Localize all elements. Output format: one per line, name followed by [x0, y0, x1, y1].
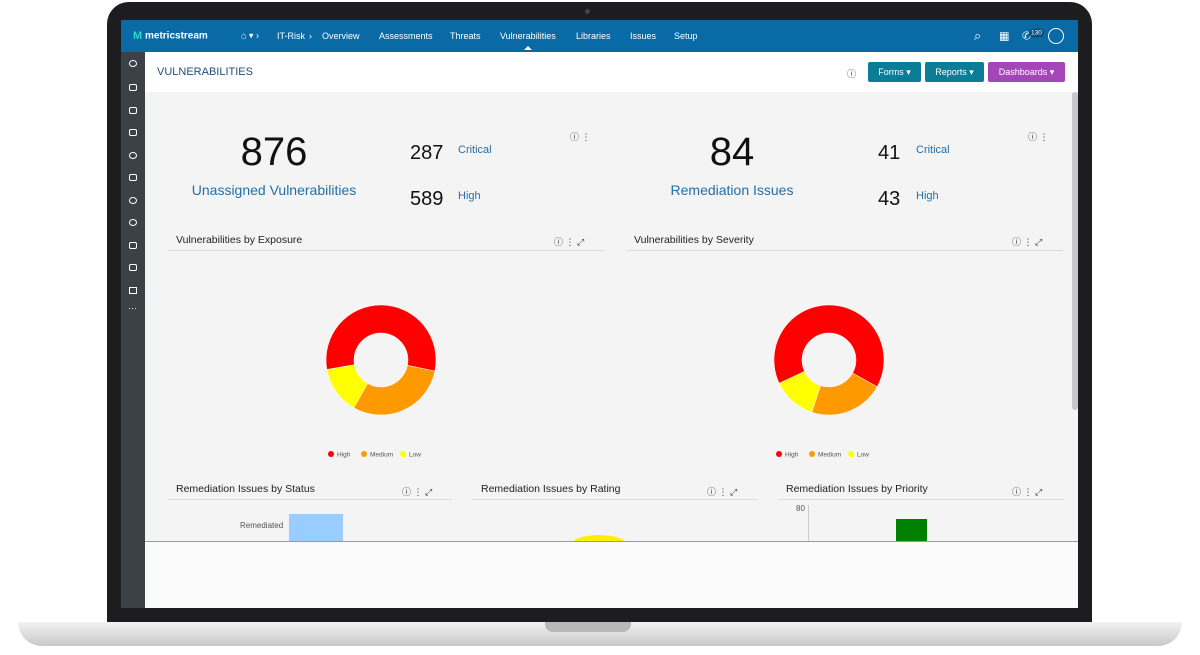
notification-badge: 130 [1029, 28, 1044, 38]
reports-button[interactable]: Reports ▾ [925, 62, 984, 82]
kpi-value: 876 [240, 130, 308, 174]
y-tick-label: 80 [796, 504, 805, 513]
nav-item[interactable]: Vulnerabilities [500, 31, 556, 50]
legend-label: Medium [818, 452, 841, 459]
panel-title: Vulnerabilities by Severity [634, 234, 754, 246]
panel-title: Vulnerabilities by Exposure [176, 234, 303, 246]
kpi-label[interactable]: Remediation Issues [670, 182, 794, 198]
search-icon[interactable]: ⌕ [974, 28, 982, 43]
side-icon[interactable] [129, 84, 137, 91]
breadcrumb[interactable]: IT-Risk [277, 31, 305, 41]
side-icon[interactable] [129, 197, 137, 204]
scrollbar[interactable] [1072, 92, 1078, 410]
side-icon[interactable] [129, 60, 137, 67]
page-header: VULNERABILITIES ⓘ [145, 52, 1078, 92]
panel-tools[interactable]: ⓘ ⋮ ⤢ [707, 487, 738, 497]
camera [585, 9, 590, 14]
legend-label: High [337, 452, 351, 459]
sidebar: ··· [121, 52, 145, 608]
kpi-breakdown-value: 287 [410, 142, 444, 164]
nav-item[interactable]: Setup [674, 31, 698, 41]
kpi-breakdown-value: 589 [410, 188, 444, 210]
side-icon[interactable] [129, 219, 137, 226]
panel-rule [626, 250, 1063, 251]
dashboards-button[interactable]: Dashboards ▾ [988, 62, 1065, 82]
panel-title: Remediation Issues by Priority [786, 483, 928, 495]
kpi-breakdown-value: 41 [878, 142, 901, 164]
legend-swatch [848, 451, 854, 457]
kpi-breakdown-label[interactable]: Critical [458, 144, 492, 156]
bar [289, 514, 343, 541]
panel-tools[interactable]: ⓘ ⋮ ⤢ [1012, 237, 1043, 247]
legend-label: Medium [370, 452, 393, 459]
help-icon[interactable]: ⓘ ⋮ [570, 132, 591, 142]
button-label: Forms [878, 67, 904, 77]
page-title: VULNERABILITIES [157, 66, 253, 78]
button-label: Dashboards [998, 67, 1048, 77]
side-icon[interactable] [129, 287, 137, 294]
legend-swatch [361, 451, 367, 457]
panel-title: Remediation Issues by Rating [481, 483, 621, 495]
bar [896, 519, 927, 541]
separator: › [309, 31, 312, 41]
panel-title: Remediation Issues by Status [176, 483, 315, 495]
side-more[interactable]: ··· [128, 303, 137, 313]
nav-item[interactable]: Threats [450, 31, 481, 41]
side-icon[interactable] [129, 242, 137, 249]
kpi-breakdown-label[interactable]: Critical [916, 144, 950, 156]
kpi-breakdown-label[interactable]: High [916, 190, 939, 202]
kpi-breakdown-value: 43 [878, 188, 901, 210]
axis-line [808, 505, 809, 541]
help-icon[interactable]: ⓘ [847, 69, 857, 79]
kpi-label[interactable]: Unassigned Vulnerabilities [191, 182, 357, 198]
user-avatar[interactable] [1048, 28, 1064, 44]
pie-slice [326, 364, 369, 409]
home-icon[interactable]: ⌂ ▾ › [241, 30, 259, 41]
logo-mark: M [133, 30, 143, 42]
kpi-breakdown-label[interactable]: High [458, 190, 481, 202]
dashboard: ⓘ ⋮ ⓘ ⋮ 876 Unassigned Vulnerabilities 2… [145, 92, 1078, 555]
charts: High Medium Low High Medium Low [325, 304, 885, 459]
panel-tools[interactable]: ⓘ ⋮ ⤢ [402, 487, 433, 497]
nav-item[interactable]: Overview [322, 31, 360, 41]
phone-icon[interactable]: ✆ [1022, 30, 1032, 43]
legend-swatch [400, 451, 406, 457]
forms-button[interactable]: Forms ▾ [868, 62, 921, 82]
legend-swatch [776, 451, 782, 457]
legend-swatch [809, 451, 815, 457]
side-icon[interactable] [129, 264, 137, 271]
calendar-icon[interactable]: ▦ [999, 30, 1010, 43]
help-icon[interactable]: ⓘ ⋮ [1028, 132, 1049, 142]
legend-label: Low [857, 452, 869, 459]
lower-area [145, 541, 1078, 608]
nav-item[interactable]: Issues [630, 31, 657, 41]
brand[interactable]: metricstream [145, 30, 208, 42]
side-icon[interactable] [129, 129, 137, 136]
screen: M metricstream ⌂ ▾ › IT-Risk › Overview … [121, 20, 1078, 608]
top-nav: M metricstream ⌂ ▾ › IT-Risk › Overview … [121, 20, 1078, 52]
nav-item[interactable]: Libraries [576, 31, 611, 41]
panel-rule [168, 499, 452, 500]
legend-swatch [328, 451, 334, 457]
pie-slice [773, 304, 885, 388]
panel-rule [168, 250, 605, 251]
panel-rule [778, 499, 1064, 500]
nav-item[interactable]: Assessments [379, 31, 433, 41]
legend-label: High [785, 452, 799, 459]
category-label: Remediated [240, 521, 284, 530]
panel-rule [472, 499, 758, 500]
panel-tools[interactable]: ⓘ ⋮ ⤢ [554, 237, 585, 247]
side-icon[interactable] [129, 107, 137, 114]
side-icon[interactable] [129, 174, 137, 181]
side-icon[interactable] [129, 152, 137, 159]
pie-slice [325, 304, 437, 372]
panel-tools[interactable]: ⓘ ⋮ ⤢ [1012, 487, 1043, 497]
pie-slice [353, 365, 436, 416]
pie-slice [778, 371, 821, 413]
legend-label: Low [409, 452, 421, 459]
laptop-notch [545, 622, 631, 632]
button-label: Reports [935, 67, 967, 77]
kpi-value: 84 [709, 130, 755, 174]
